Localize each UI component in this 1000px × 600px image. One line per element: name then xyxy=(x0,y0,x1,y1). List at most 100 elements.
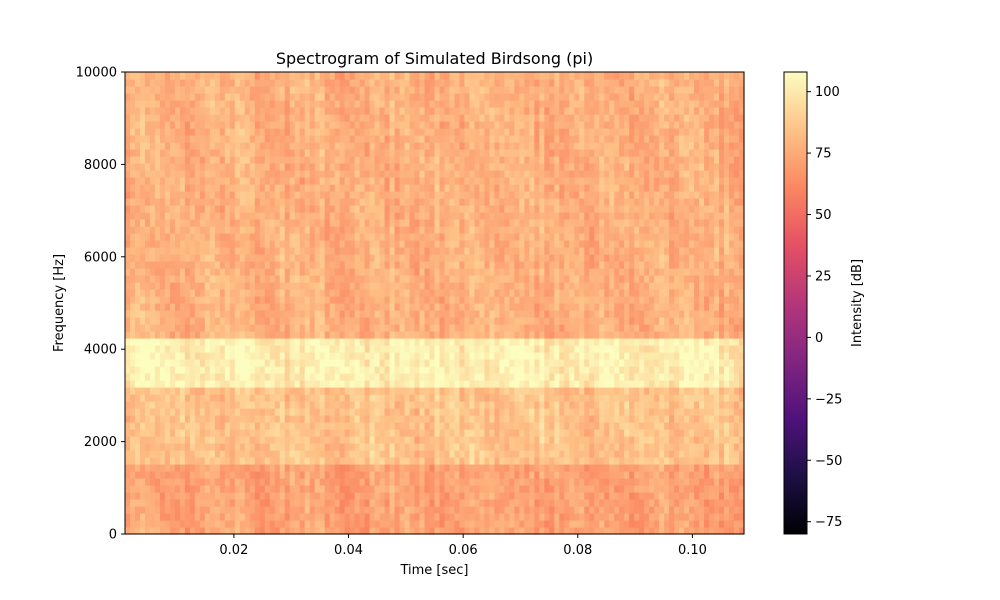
heatmap-cell xyxy=(259,520,266,528)
heatmap-cell xyxy=(194,324,201,332)
heatmap-cell xyxy=(434,485,441,493)
heatmap-cell xyxy=(434,471,441,479)
heatmap-cell xyxy=(439,107,446,115)
heatmap-cell xyxy=(214,485,221,493)
heatmap-cell xyxy=(259,198,266,206)
heatmap-cell xyxy=(219,520,226,528)
heatmap-cell xyxy=(219,345,226,353)
heatmap-cell xyxy=(249,247,256,255)
heatmap-cell xyxy=(125,191,131,199)
heatmap-cell xyxy=(264,142,271,150)
heatmap-cell xyxy=(309,268,316,276)
heatmap-cell xyxy=(304,506,311,514)
heatmap-cell xyxy=(329,527,336,535)
heatmap-cell xyxy=(289,492,296,500)
heatmap-cell xyxy=(344,471,351,479)
heatmap-cell xyxy=(474,429,481,437)
heatmap-cell xyxy=(284,485,291,493)
heatmap-cell xyxy=(324,107,331,115)
heatmap-cell xyxy=(209,142,216,150)
heatmap-cell xyxy=(299,352,306,360)
heatmap-cell xyxy=(189,282,196,290)
heatmap-cell xyxy=(379,128,386,136)
heatmap-cell xyxy=(154,394,161,402)
heatmap-cell xyxy=(369,261,376,269)
heatmap-cell xyxy=(179,338,186,346)
heatmap-cell xyxy=(369,170,376,178)
heatmap-cell xyxy=(484,184,491,192)
heatmap-cell xyxy=(464,471,471,479)
heatmap-cell xyxy=(399,226,406,234)
heatmap-cell xyxy=(444,163,451,171)
heatmap-cell xyxy=(264,289,271,297)
heatmap-cell xyxy=(359,366,366,374)
heatmap-cell xyxy=(154,464,161,472)
heatmap-cell xyxy=(254,499,261,507)
heatmap-cell xyxy=(229,499,236,507)
heatmap-cell xyxy=(424,520,431,528)
heatmap-cell xyxy=(254,86,261,94)
heatmap-cell xyxy=(464,261,471,269)
heatmap-cell xyxy=(449,457,456,465)
heatmap-cell xyxy=(424,163,431,171)
heatmap-cell xyxy=(214,359,221,367)
heatmap-cell xyxy=(309,135,316,143)
heatmap-cell xyxy=(125,324,131,332)
heatmap-cell xyxy=(404,485,411,493)
heatmap-cell xyxy=(349,142,356,150)
heatmap-cell xyxy=(204,394,211,402)
heatmap-cell xyxy=(314,464,321,472)
heatmap-cell xyxy=(429,275,436,283)
heatmap-cell xyxy=(339,436,346,444)
heatmap-cell xyxy=(244,422,251,430)
heatmap-cell xyxy=(259,380,266,388)
heatmap-cell xyxy=(294,422,301,430)
heatmap-cell xyxy=(159,331,166,339)
heatmap-cell xyxy=(129,107,136,115)
heatmap-cell xyxy=(144,492,151,500)
heatmap-cell xyxy=(259,107,266,115)
heatmap-cell xyxy=(449,506,456,514)
heatmap-cell xyxy=(479,443,486,451)
heatmap-cell xyxy=(239,219,246,227)
heatmap-cell xyxy=(244,345,251,353)
heatmap-cell xyxy=(459,156,466,164)
heatmap-cell xyxy=(264,240,271,248)
heatmap-cell xyxy=(449,128,456,136)
heatmap-cell xyxy=(479,100,486,108)
heatmap-cell xyxy=(424,268,431,276)
heatmap-cell xyxy=(364,352,371,360)
heatmap-cell xyxy=(299,471,306,479)
heatmap-cell xyxy=(209,205,216,213)
heatmap-cell xyxy=(444,499,451,507)
heatmap-cell xyxy=(434,212,441,220)
heatmap-cell xyxy=(219,394,226,402)
heatmap-cell xyxy=(404,443,411,451)
heatmap-cell xyxy=(229,86,236,94)
heatmap-cell xyxy=(274,72,281,80)
heatmap-cell xyxy=(229,233,236,241)
heatmap-cell xyxy=(329,457,336,465)
heatmap-cell xyxy=(259,506,266,514)
heatmap-cell xyxy=(194,422,201,430)
heatmap-cell xyxy=(264,219,271,227)
heatmap-cell xyxy=(294,268,301,276)
heatmap-cell xyxy=(459,338,466,346)
heatmap-cell xyxy=(249,352,256,360)
heatmap-cell xyxy=(169,492,176,500)
heatmap-cell xyxy=(489,191,495,199)
heatmap-cell xyxy=(204,387,211,395)
heatmap-cell xyxy=(184,359,191,367)
heatmap-cell xyxy=(414,170,421,178)
heatmap-cell xyxy=(419,527,426,535)
heatmap-cell xyxy=(284,331,291,339)
heatmap-cell xyxy=(444,478,451,486)
heatmap-cell xyxy=(149,135,156,143)
heatmap-cell xyxy=(479,485,486,493)
heatmap-cell xyxy=(469,310,476,318)
heatmap-cell xyxy=(309,401,316,409)
heatmap-cell xyxy=(289,401,296,409)
heatmap-cell xyxy=(304,205,311,213)
heatmap-cell xyxy=(129,443,136,451)
heatmap-cell xyxy=(129,219,136,227)
